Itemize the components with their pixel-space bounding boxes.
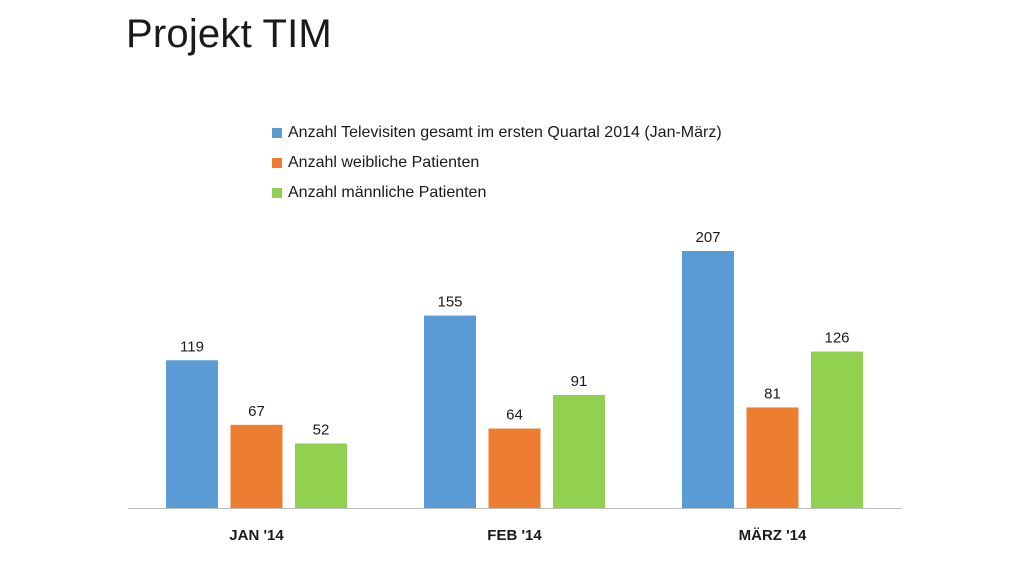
x-tick-label: MÄRZ '14 <box>739 527 807 544</box>
bar <box>746 407 799 508</box>
legend-swatch-female <box>272 158 282 168</box>
legend-swatch-total <box>272 128 282 138</box>
data-label: 126 <box>824 330 849 347</box>
data-label: 155 <box>437 294 462 311</box>
bar <box>230 424 283 508</box>
data-label: 81 <box>764 385 781 402</box>
bar <box>682 251 734 508</box>
legend-label-total: Anzahl Televisiten gesamt im ersten Quar… <box>288 124 722 141</box>
data-label: 64 <box>506 407 523 424</box>
data-label: 91 <box>571 373 588 390</box>
data-label: 119 <box>180 338 204 355</box>
bar <box>295 443 347 508</box>
slide-title: Projekt TIM <box>126 12 332 56</box>
legend-item-total: Anzahl Televisiten gesamt im ersten Quar… <box>272 118 722 148</box>
bar <box>488 428 541 508</box>
legend-label-male: Anzahl männliche Patienten <box>288 184 487 201</box>
data-label: 207 <box>695 229 720 246</box>
legend-item-female: Anzahl weibliche Patienten <box>272 148 722 178</box>
chart-legend: Anzahl Televisiten gesamt im ersten Quar… <box>272 118 722 208</box>
x-tick-label: FEB '14 <box>487 527 542 544</box>
data-label: 67 <box>248 403 265 420</box>
data-label: 52 <box>313 421 330 438</box>
bar <box>424 315 476 508</box>
bar <box>811 351 863 508</box>
bar <box>166 360 218 508</box>
x-tick-label: JAN '14 <box>229 527 284 544</box>
legend-label-female: Anzahl weibliche Patienten <box>288 154 480 171</box>
legend-swatch-male <box>272 188 282 198</box>
legend-item-male: Anzahl männliche Patienten <box>272 178 722 208</box>
bar <box>553 395 605 508</box>
